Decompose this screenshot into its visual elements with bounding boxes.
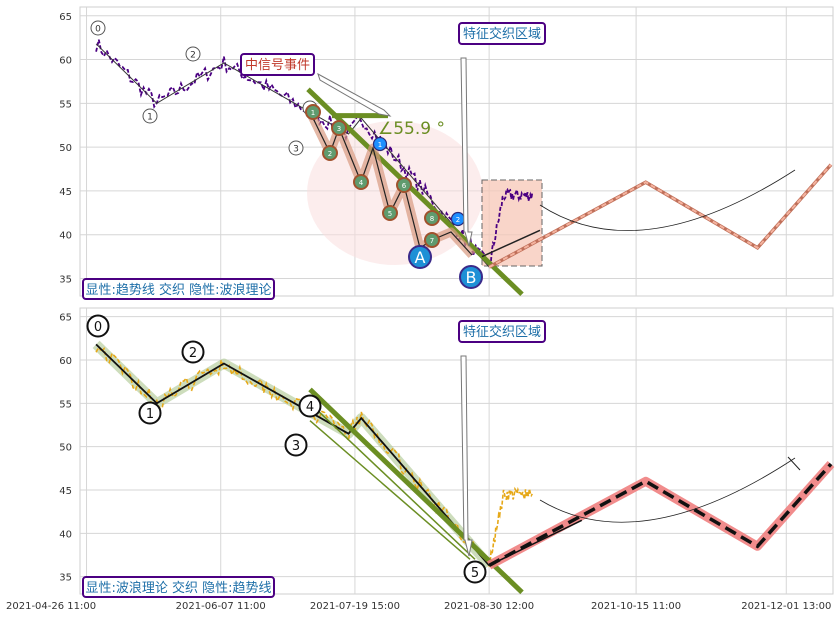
wave-marker <box>185 46 201 62</box>
wave-marker <box>288 140 304 156</box>
wave-label: 3 <box>292 439 300 454</box>
x-tick-label: 2021-06-07 11:00 <box>176 601 266 612</box>
signal-marker <box>424 210 440 226</box>
signal-marker <box>331 120 347 136</box>
signal-label: 6 <box>402 182 407 190</box>
x-tick-label: 2021-10-15 11:00 <box>591 601 681 612</box>
y-tick-label: 60 <box>59 356 72 367</box>
caption-bottom: 显性:波浪理论 交织 隐性:趋势线 <box>85 580 271 596</box>
y-tick-label: 65 <box>59 12 72 23</box>
wave-label: 3 <box>293 145 299 155</box>
y-tick-label: 65 <box>59 313 72 324</box>
annotation-arrow <box>317 72 392 117</box>
y-tick-label: 45 <box>59 486 72 497</box>
wave-label: 0 <box>95 25 101 35</box>
marker-b <box>459 265 483 289</box>
signal-marker <box>396 177 412 193</box>
projection-end-tick <box>787 456 801 471</box>
annotation-box <box>240 53 315 76</box>
plot-area <box>79 307 834 595</box>
x-tick-label: 2021-12-01 13:00 <box>741 601 831 612</box>
x-tick-label: 2021-04-26 11:00 <box>6 601 96 612</box>
signal-label: 5 <box>388 210 392 218</box>
projection-arc-top <box>539 169 796 231</box>
signal-label: 1 <box>311 109 315 117</box>
wave-marker <box>181 340 205 364</box>
caption-top: 显性:趋势线 交织 隐性:波浪理论 <box>85 282 271 298</box>
y-tick-label: 50 <box>59 443 72 454</box>
signal-marker <box>372 136 388 152</box>
signal-label: 3 <box>337 125 341 133</box>
y-tick-label: 40 <box>59 231 72 242</box>
y-tick-label: 50 <box>59 143 72 154</box>
signal-label: 2 <box>328 150 332 158</box>
zigzag-line-bottom <box>95 343 490 566</box>
annotation-arrow <box>460 355 473 557</box>
trend-channel-upper <box>309 402 476 560</box>
signal-label: 7 <box>430 237 434 245</box>
price-series-bottom <box>95 345 533 568</box>
signal-marker <box>322 145 338 161</box>
annotation-arrow <box>460 57 473 247</box>
marker-a <box>408 245 432 269</box>
x-tick-label: 2021-08-30 12:00 <box>444 601 534 612</box>
wave-label: 1 <box>147 113 153 123</box>
wave-marker <box>90 20 106 36</box>
caption-box <box>82 278 275 300</box>
signal-marker <box>353 174 369 190</box>
wave-marker <box>463 560 487 584</box>
wave-marker <box>138 401 162 425</box>
price-series-top <box>95 39 534 271</box>
y-tick-label: 40 <box>59 529 72 540</box>
signal-marker <box>305 104 321 120</box>
annotation-feature-zone: 特征交织区域 <box>463 26 541 42</box>
wave-marker <box>86 314 110 338</box>
signal-label: 4 <box>359 179 364 187</box>
signal-label: 2 <box>456 216 460 224</box>
wave-marker <box>298 394 322 418</box>
y-tick-label: 35 <box>59 274 72 285</box>
signal-marker <box>424 232 440 248</box>
wave-label: 5 <box>471 566 479 581</box>
y-tick-label: 35 <box>59 573 72 584</box>
projection-arc-bottom <box>539 457 796 523</box>
wave-label: 2 <box>190 51 196 61</box>
signal-marker <box>382 205 398 221</box>
annotation-box <box>458 22 546 45</box>
angle-label: ∠55.9 ° <box>378 119 445 139</box>
wave-marker <box>142 108 158 124</box>
y-tick-label: 55 <box>59 399 72 410</box>
y-tick-label: 45 <box>59 187 72 198</box>
caption-box <box>82 576 275 598</box>
trend-line-bottom <box>308 387 524 595</box>
annotation-box <box>458 320 546 343</box>
annotation-feature-zone: 特征交织区域 <box>463 324 541 340</box>
wave-label: 4 <box>306 400 314 415</box>
wave-label: 1 <box>146 407 154 422</box>
signal-label: 1 <box>378 141 382 149</box>
wave-label: 2 <box>189 346 197 361</box>
recovery-line-top <box>481 229 541 258</box>
y-tick-label: 55 <box>59 99 72 110</box>
wave-label: 0 <box>94 320 102 335</box>
y-tick-label: 60 <box>59 56 72 67</box>
x-tick-label: 2021-07-19 15:00 <box>310 601 400 612</box>
wave-marker <box>284 433 308 457</box>
annotation-mid-signal: 中信号事件 <box>245 58 310 73</box>
projection-solid-segment <box>488 519 583 567</box>
marker-label: A <box>415 248 426 267</box>
projection-bottom <box>488 462 833 567</box>
marker-label: B <box>466 268 477 287</box>
trend-channel-lower <box>309 420 471 560</box>
projection-top <box>488 163 832 268</box>
signal-label: 8 <box>430 215 434 223</box>
